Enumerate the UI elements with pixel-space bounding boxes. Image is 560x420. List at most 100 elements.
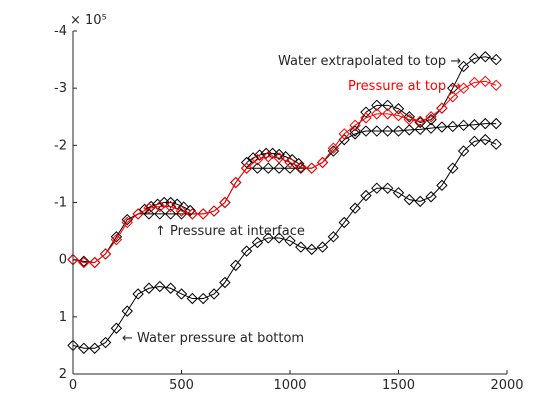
- data-point-marker: [447, 91, 459, 103]
- data-point-marker: [208, 205, 220, 217]
- data-point-marker: [110, 322, 123, 334]
- data-point-marker: [208, 288, 220, 300]
- data-point-marker: [143, 208, 155, 220]
- data-point-marker: [99, 248, 112, 260]
- series-interface: [67, 117, 502, 269]
- annotation-pressure-at-top: Pressure at top →: [348, 79, 461, 94]
- data-point-marker: [327, 142, 340, 154]
- series-layer: [67, 51, 502, 354]
- data-point-marker: [88, 256, 101, 269]
- data-point-marker: [479, 133, 492, 146]
- data-point-marker: [414, 123, 426, 136]
- data-point-marker: [240, 162, 253, 174]
- data-point-marker: [219, 196, 231, 209]
- data-point-marker: [240, 245, 253, 257]
- data-point-marker: [175, 205, 188, 217]
- data-point-marker: [143, 202, 155, 214]
- series-bottom: [67, 133, 502, 354]
- data-point-marker: [219, 276, 231, 289]
- x-tick-label: 2000: [490, 378, 523, 393]
- data-point-marker: [273, 148, 285, 161]
- data-point-marker: [164, 282, 177, 294]
- data-point-marker: [316, 156, 329, 169]
- data-point-marker: [253, 149, 266, 161]
- y-ticks: -4 -3 -2 -1 0 1 2: [54, 24, 77, 382]
- data-point-marker: [305, 243, 318, 256]
- data-point-marker: [425, 122, 437, 134]
- data-point-marker: [447, 162, 459, 174]
- data-point-marker: [479, 51, 492, 63]
- data-point-marker: [78, 256, 90, 269]
- y-tick-label: 2: [59, 367, 67, 382]
- data-point-marker: [457, 82, 470, 94]
- data-point-marker: [349, 119, 361, 132]
- data-point-marker: [284, 162, 296, 174]
- data-point-marker: [349, 202, 361, 214]
- annotation-water-extrapolated-to-top: Water extrapolated to top →: [278, 54, 461, 69]
- data-point-marker: [338, 216, 350, 229]
- data-point-marker: [468, 135, 481, 148]
- data-point-marker: [164, 200, 177, 213]
- data-point-marker: [392, 103, 405, 115]
- annotation-water-pressure-at-bottom: ← Water pressure at bottom: [122, 331, 304, 346]
- data-point-marker: [292, 157, 305, 170]
- data-point-marker: [479, 75, 492, 88]
- data-point-marker: [468, 52, 481, 65]
- series-line: [72, 139, 497, 349]
- data-point-marker: [371, 99, 383, 112]
- data-point-marker: [490, 79, 502, 92]
- x-tick-label: 1000: [273, 378, 306, 393]
- data-point-marker: [490, 138, 502, 150]
- y-tick-label: 0: [59, 253, 67, 268]
- annotations: Water extrapolated to top → Pressure at …: [122, 54, 461, 346]
- data-point-marker: [403, 113, 416, 126]
- data-point-marker: [273, 232, 285, 244]
- data-point-marker: [273, 152, 285, 164]
- data-point-marker: [490, 117, 502, 130]
- data-point-marker: [184, 204, 196, 217]
- data-point-marker: [381, 99, 394, 112]
- y-tick-label: -3: [54, 81, 67, 96]
- annotation-pressure-at-interface: ↑ Pressure at interface: [155, 224, 305, 239]
- y-tick-label: -4: [54, 24, 67, 39]
- data-point-marker: [262, 232, 275, 244]
- data-point-marker: [381, 108, 394, 120]
- series-bump_1000: [240, 147, 305, 170]
- data-point-marker: [197, 292, 209, 305]
- y-tick-label: -1: [54, 196, 67, 211]
- y-exponent-label: × 10⁵: [70, 13, 107, 28]
- series-line: [72, 80, 497, 264]
- data-point-marker: [164, 208, 177, 220]
- y-tick-label: -2: [54, 138, 67, 153]
- y-tick-label: 1: [59, 310, 67, 325]
- data-point-marker: [371, 108, 383, 120]
- data-point-marker: [360, 112, 372, 124]
- data-point-marker: [88, 342, 101, 354]
- data-point-marker: [457, 145, 470, 157]
- x-tick-label: 500: [169, 378, 194, 393]
- data-point-marker: [392, 187, 405, 199]
- data-point-marker: [240, 156, 253, 169]
- data-point-marker: [447, 120, 459, 133]
- data-point-marker: [230, 259, 242, 272]
- data-point-marker: [132, 288, 144, 300]
- data-point-marker: [251, 162, 264, 174]
- data-point-marker: [457, 119, 470, 132]
- data-point-marker: [295, 241, 307, 253]
- data-point-marker: [360, 189, 372, 202]
- series-line: [354, 56, 497, 132]
- data-point-marker: [468, 76, 481, 89]
- data-point-marker: [403, 111, 416, 123]
- data-point-marker: [447, 82, 459, 94]
- data-point-marker: [436, 121, 448, 133]
- data-point-marker: [414, 115, 426, 128]
- data-point-marker: [425, 111, 437, 123]
- data-point-marker: [110, 233, 123, 246]
- data-point-marker: [186, 292, 199, 305]
- data-point-marker: [154, 280, 166, 293]
- data-point-marker: [99, 336, 112, 349]
- data-point-marker: [468, 119, 481, 131]
- data-point-marker: [425, 191, 437, 203]
- data-point-marker: [392, 125, 405, 137]
